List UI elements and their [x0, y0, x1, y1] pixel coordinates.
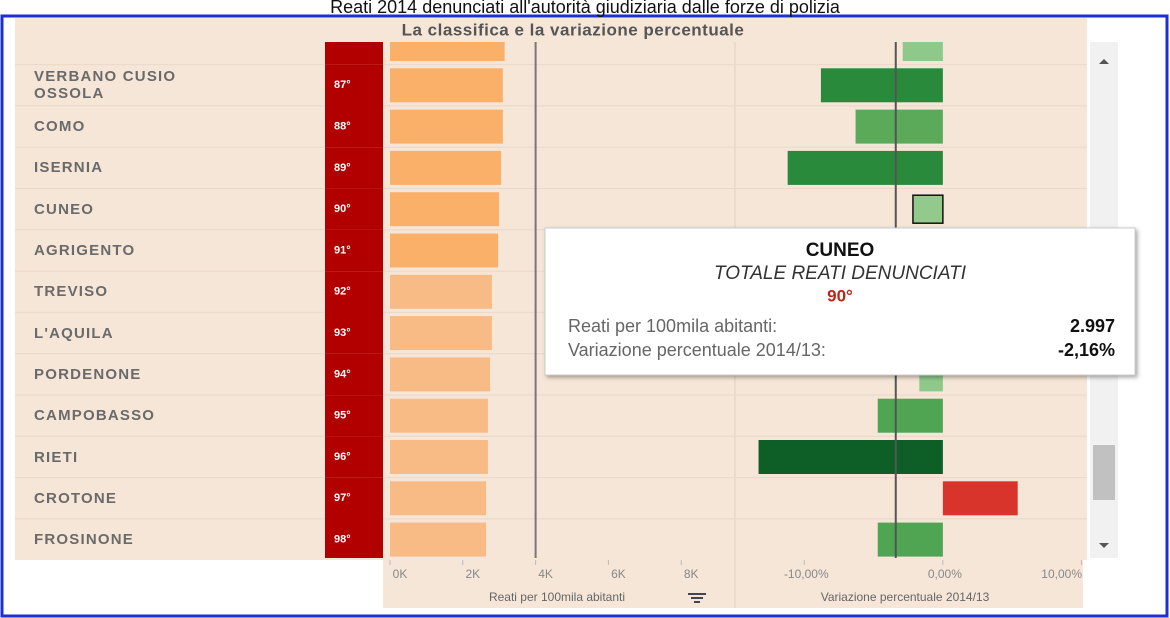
category-label: FROSINONE — [34, 531, 134, 549]
rank-box — [325, 519, 383, 558]
bar — [390, 398, 488, 433]
category-label: CROTONE — [34, 489, 118, 507]
rank-label: 98° — [334, 534, 351, 546]
rank-label: 97° — [334, 492, 351, 504]
bar — [758, 440, 943, 474]
tooltip-label: Reati per 100mila abitanti: — [568, 316, 777, 336]
category-label: CUNEO — [34, 200, 95, 218]
x-tick-label: 0K — [393, 567, 408, 581]
bar — [390, 233, 499, 268]
category-label: TREVISO — [34, 283, 109, 301]
bar — [877, 398, 943, 433]
x2-tick-label: -10,00% — [784, 567, 829, 581]
bar — [390, 274, 492, 309]
rank-box — [325, 353, 383, 396]
x-tick-label: 8K — [684, 567, 699, 581]
rank-label: 95° — [334, 410, 351, 422]
category-label: CAMPOBASSO — [34, 407, 156, 425]
rank-box — [325, 229, 383, 272]
rank-label: 93° — [334, 327, 351, 339]
axis-panel — [383, 560, 1083, 608]
bar — [390, 192, 500, 227]
scroll-up[interactable] — [1099, 59, 1109, 64]
rank-label: 92° — [334, 286, 351, 298]
category-label: AGRIGENTO — [34, 242, 136, 259]
bar — [855, 109, 943, 144]
tooltip-title: CUNEO — [806, 240, 875, 261]
rank-box — [325, 147, 383, 189]
x-tick-label: 2K — [465, 567, 480, 581]
bar — [390, 42, 505, 61]
rank-label: 87° — [334, 79, 351, 91]
frame — [0, 14, 1169, 618]
rank-label: 90° — [334, 203, 351, 215]
tooltip-value: -2,16% — [1058, 340, 1115, 360]
tooltip-rank: 90° — [827, 286, 853, 305]
rank-box — [325, 271, 383, 313]
rank-label: 88° — [334, 121, 351, 133]
category-labels: VERBANO CUSIO OSSOLA COMO ISERNIA CUNEO AGRI… — [0, 42, 330, 558]
x2-tick-label: 10,00% — [1041, 567, 1082, 581]
scroll-thumb[interactable] — [1093, 445, 1115, 500]
tooltip-label: Variazione percentuale 2014/13: — [568, 340, 826, 360]
bar — [787, 150, 943, 185]
rank-box — [325, 64, 383, 106]
bar — [390, 109, 503, 144]
tooltip-subtitle: TOTALE REATI DENUNCIATI — [714, 263, 967, 284]
rank-label: 91° — [334, 244, 351, 256]
rank-box — [325, 436, 383, 478]
rank-box — [325, 106, 383, 148]
bar — [877, 522, 943, 557]
bar — [902, 42, 943, 61]
x-tick-label: 6K — [611, 567, 626, 581]
category-label: VERBANO CUSIO OSSOLA — [34, 68, 177, 103]
chart-title: Reati 2014 denunciati all'autorità giudi… — [330, 0, 841, 17]
rank-label: 94° — [334, 368, 351, 380]
rank-box — [325, 312, 383, 354]
bar — [820, 68, 943, 103]
rank-box — [325, 395, 383, 437]
sort-icon[interactable] — [688, 593, 706, 603]
bar — [390, 440, 488, 474]
bar — [390, 522, 487, 557]
category-label: PORDENONE — [34, 365, 142, 383]
category-label: L'AQUILA — [34, 324, 114, 342]
tooltip-value: 2.997 — [1070, 316, 1115, 336]
bar — [942, 481, 1018, 516]
tooltip — [544, 227, 1136, 376]
x2-axis-label: Variazione percentuale 2014/13 — [821, 590, 990, 604]
category-label: COMO — [34, 118, 86, 136]
x2-tick-label: 0,00% — [928, 567, 962, 581]
bar — [390, 150, 502, 185]
scroll-down[interactable] — [1099, 543, 1109, 548]
rank-label: 89° — [334, 162, 351, 174]
x-tick-label: 4K — [538, 567, 553, 581]
bar — [390, 316, 492, 351]
x-axis-label: Reati per 100mila abitanti — [489, 590, 625, 604]
rank-box — [325, 188, 383, 230]
bar — [390, 68, 503, 103]
bar — [390, 357, 491, 392]
bar — [912, 194, 944, 224]
category-label: ISERNIA — [34, 159, 104, 177]
rank-box — [325, 42, 383, 65]
chart-subtitle: La classifica e la variazione percentual… — [402, 20, 745, 39]
category-label: RIETI — [34, 448, 79, 466]
rank-label: 96° — [334, 451, 351, 463]
rank-box — [325, 477, 383, 519]
bar — [390, 481, 487, 516]
